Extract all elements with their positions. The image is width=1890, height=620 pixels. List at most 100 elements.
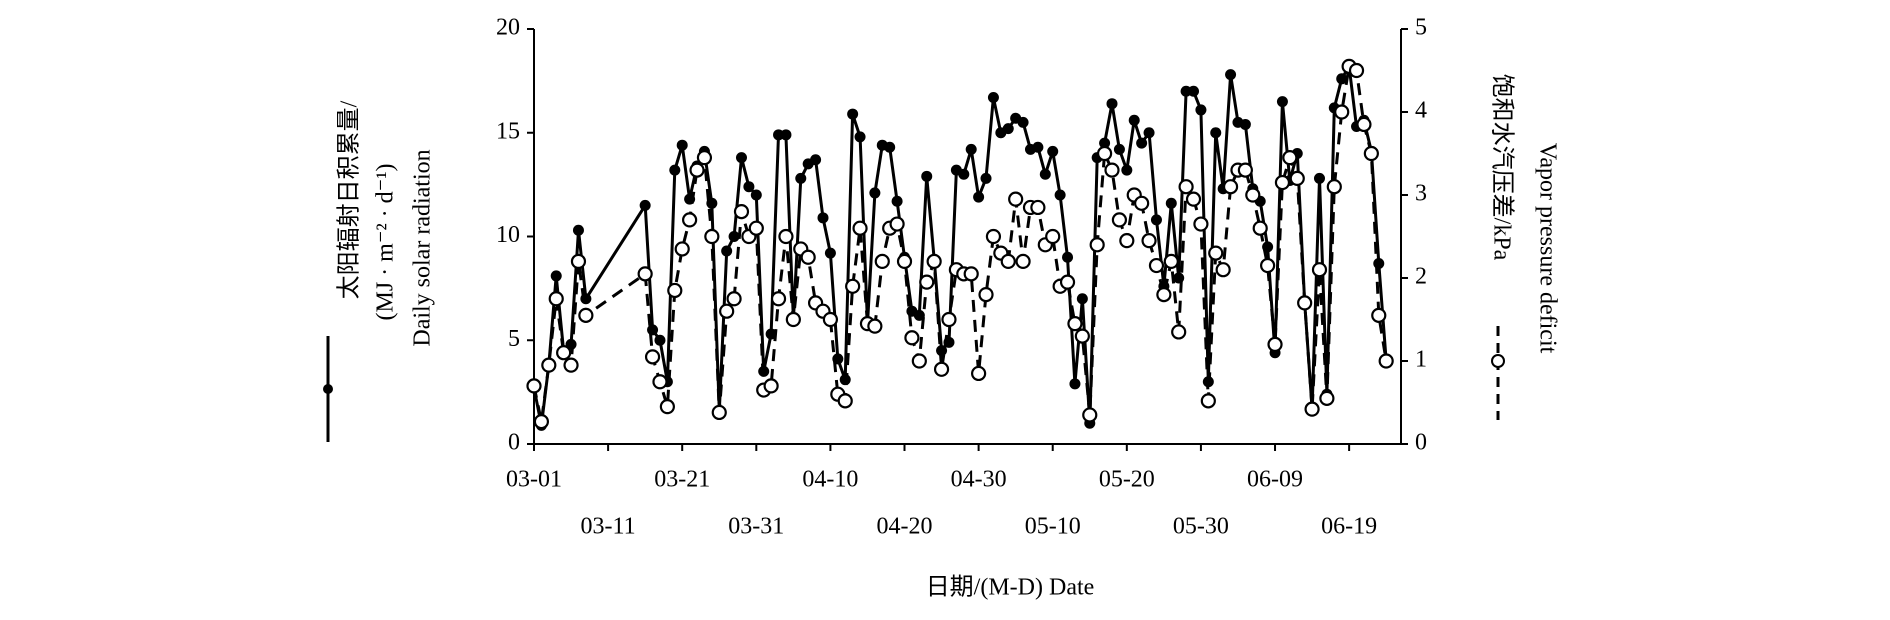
data-point bbox=[770, 291, 787, 307]
data-point bbox=[1032, 141, 1044, 153]
data-point bbox=[1185, 191, 1202, 207]
data-point bbox=[852, 220, 868, 236]
y2-tick-label: 2 bbox=[1415, 264, 1427, 290]
data-point bbox=[1134, 195, 1150, 211]
data-point bbox=[1245, 187, 1261, 203]
data-point bbox=[1069, 378, 1081, 390]
x-tick-label: 03-21 bbox=[654, 467, 710, 493]
data-point bbox=[1282, 150, 1298, 166]
data-point bbox=[748, 220, 764, 236]
data-point bbox=[1119, 233, 1135, 249]
data-point bbox=[1045, 228, 1061, 245]
data-point bbox=[667, 282, 683, 299]
x-tick-label: 03-11 bbox=[581, 514, 636, 540]
data-point bbox=[696, 150, 713, 166]
data-point bbox=[556, 345, 572, 361]
data-point bbox=[676, 139, 688, 151]
data-point bbox=[810, 154, 822, 166]
data-point bbox=[824, 247, 836, 259]
x-tick-label: 04-30 bbox=[951, 467, 1007, 493]
data-point bbox=[1148, 257, 1165, 274]
data-point bbox=[822, 311, 839, 328]
data-point bbox=[654, 334, 666, 346]
data-point bbox=[1326, 179, 1342, 195]
y2-axis-label: 饱和水汽压差/kPa bbox=[1488, 74, 1515, 261]
data-point bbox=[980, 172, 992, 184]
data-point bbox=[854, 131, 866, 143]
data-point bbox=[1008, 191, 1024, 207]
data-point bbox=[550, 270, 562, 282]
data-point bbox=[572, 224, 584, 236]
y2-tick-label: 1 bbox=[1415, 347, 1427, 373]
data-point bbox=[1222, 179, 1239, 195]
data-point bbox=[869, 187, 881, 199]
data-point bbox=[919, 274, 935, 290]
data-point bbox=[1143, 127, 1155, 139]
data-point bbox=[750, 189, 762, 201]
data-point bbox=[689, 162, 705, 178]
data-point bbox=[1304, 401, 1320, 417]
y-tick-label: 0 bbox=[508, 430, 520, 456]
data-point bbox=[795, 172, 807, 184]
data-point bbox=[548, 291, 564, 307]
x-tick-label: 05-20 bbox=[1099, 467, 1155, 493]
data-point bbox=[1165, 197, 1177, 209]
data-point bbox=[1200, 393, 1216, 409]
data-point bbox=[659, 399, 675, 415]
data-point bbox=[526, 378, 542, 394]
data-point bbox=[837, 393, 853, 409]
data-point bbox=[1002, 123, 1014, 135]
data-point bbox=[896, 253, 913, 269]
data-point bbox=[704, 228, 720, 245]
data-point bbox=[743, 181, 755, 193]
data-point bbox=[1096, 145, 1113, 162]
data-point bbox=[647, 324, 659, 336]
data-point bbox=[800, 249, 816, 265]
data-point bbox=[1178, 179, 1194, 195]
data-point bbox=[1111, 212, 1128, 228]
data-point bbox=[1239, 118, 1251, 130]
data-point bbox=[1106, 98, 1118, 110]
data-point bbox=[570, 253, 587, 269]
data-point bbox=[958, 168, 970, 180]
data-point bbox=[778, 228, 794, 245]
data-point bbox=[1000, 253, 1016, 269]
data-point bbox=[1030, 199, 1046, 216]
data-point bbox=[904, 330, 920, 346]
data-point bbox=[1274, 174, 1291, 191]
data-point bbox=[1267, 336, 1283, 352]
data-point bbox=[874, 253, 890, 269]
data-point bbox=[1289, 170, 1305, 186]
data-point bbox=[1363, 145, 1379, 162]
data-point bbox=[985, 228, 1002, 245]
data-point bbox=[1208, 245, 1224, 261]
y-tick-label: 15 bbox=[496, 118, 520, 144]
y-tick-label: 10 bbox=[496, 222, 520, 248]
data-point bbox=[1136, 137, 1148, 149]
data-point bbox=[847, 108, 859, 120]
data-point bbox=[1104, 162, 1120, 178]
data-point bbox=[711, 404, 727, 421]
y2-tick-label: 4 bbox=[1415, 98, 1427, 124]
data-point bbox=[1276, 96, 1288, 108]
y-tick-label: 5 bbox=[508, 326, 520, 352]
data-point bbox=[726, 291, 742, 307]
y2-axis-label: Vapor pressure deficit bbox=[1534, 143, 1560, 354]
data-point bbox=[1054, 189, 1066, 201]
data-point bbox=[1378, 353, 1394, 369]
data-point bbox=[1121, 164, 1133, 176]
data-point bbox=[921, 170, 933, 182]
data-point bbox=[644, 349, 661, 365]
data-point bbox=[733, 204, 750, 220]
data-point bbox=[889, 216, 905, 232]
data-point bbox=[1356, 116, 1372, 133]
x-tick-label: 03-01 bbox=[506, 467, 562, 493]
data-point bbox=[817, 212, 829, 224]
data-point bbox=[845, 278, 861, 294]
data-point bbox=[987, 91, 999, 103]
x-tick-label: 06-09 bbox=[1247, 467, 1303, 493]
data-point bbox=[963, 266, 979, 282]
x-tick-label: 05-30 bbox=[1173, 514, 1229, 540]
data-point bbox=[1062, 251, 1074, 263]
